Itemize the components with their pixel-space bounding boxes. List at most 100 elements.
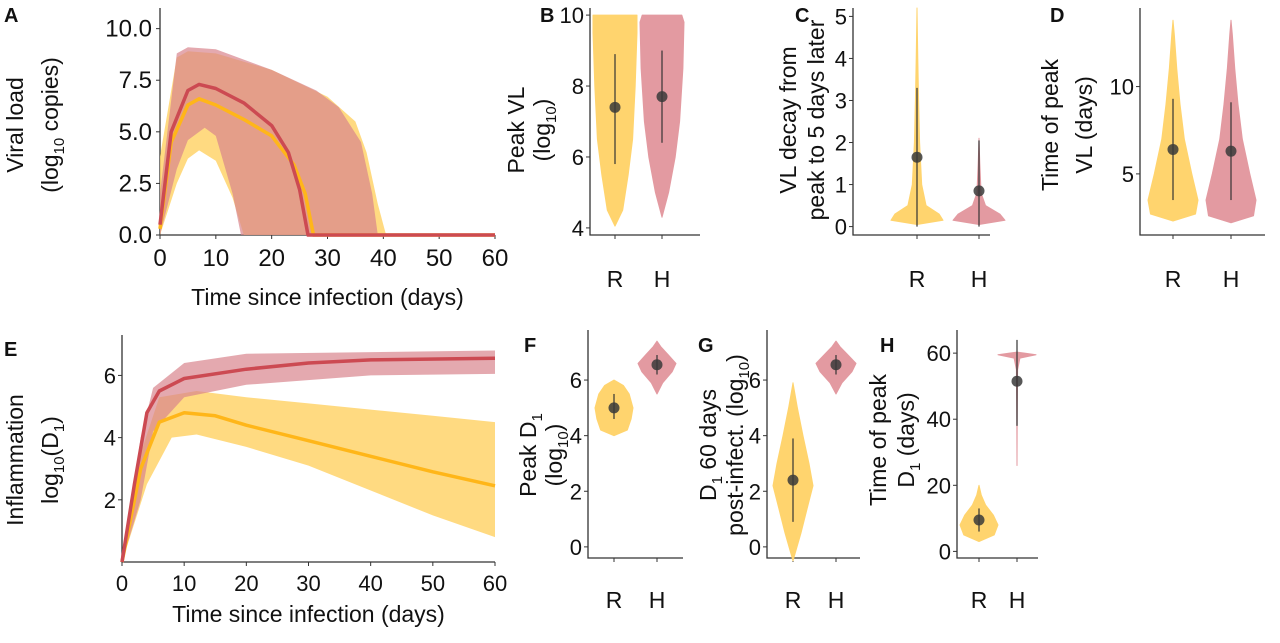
panel-G-ylabel: post-infect. (log10): [722, 354, 753, 536]
y-tick-label: 3: [835, 88, 847, 113]
panel-B: B Peak VL (log10) 4 6 8 10 R H: [503, 3, 700, 292]
y-tick-label: 4: [835, 46, 847, 71]
median-line-R: [120, 410, 496, 563]
panel-D: D Time of peak VL (days) 5 10 R H: [1037, 5, 1265, 292]
median-point-H: [1011, 375, 1023, 387]
band-R: [122, 391, 495, 562]
category-label: H: [654, 266, 671, 292]
y-tick-label: 0: [749, 535, 761, 560]
y-tick-label: 6: [749, 368, 761, 393]
category-label: H: [1223, 266, 1240, 292]
x-tick-label: 20: [258, 245, 285, 272]
y-tick-label: 20: [927, 473, 951, 498]
y-tick-label: 60: [927, 341, 951, 366]
y-tick-label: 7.5: [119, 67, 152, 94]
y-tick-label: 40: [927, 407, 951, 432]
panel-C-ylabel: VL decay from: [775, 46, 801, 193]
median-point-R: [608, 402, 620, 414]
category-label: H: [1009, 587, 1026, 613]
y-tick-label: 2: [835, 131, 847, 156]
y-tick-label: 0: [835, 215, 847, 240]
y-tick-label: 10.0: [105, 16, 152, 43]
panel-letter: D: [1050, 5, 1064, 27]
median-point-H: [830, 359, 842, 371]
y-tick-label: 0: [570, 535, 582, 560]
x-tick-label: 50: [421, 571, 445, 596]
category-label: R: [785, 587, 802, 613]
y-tick-label: 6: [104, 363, 116, 388]
category-label: R: [607, 266, 624, 292]
panel-F-ylabel: (log10): [541, 424, 572, 487]
median-point-R: [787, 474, 799, 486]
category-label: R: [909, 266, 926, 292]
panel-B-ylabel: (log10): [529, 99, 560, 162]
x-tick-label: 10: [172, 571, 196, 596]
panel-letter: F: [524, 335, 536, 357]
y-tick-label: 5: [1122, 162, 1134, 187]
y-tick-label: 2: [749, 479, 761, 504]
panel-C-ylabel: peak to 5 days later: [803, 19, 829, 220]
y-tick-label: 2: [570, 479, 582, 504]
panel-A: A Viral load (log10 copies) 0.0 2.5 5.0 7.5 10.…: [2, 5, 508, 310]
median-point-H: [651, 359, 663, 371]
panel-A-ylabel: Viral load: [2, 77, 28, 172]
panel-letter: E: [4, 339, 17, 361]
y-tick-label: 5: [835, 4, 847, 29]
median-line-H: [158, 82, 495, 237]
panel-D-ylabel: VL (days): [1071, 76, 1097, 174]
y-tick-label: 5.0: [119, 119, 152, 146]
median-line-H: [120, 356, 496, 563]
x-tick-label: 30: [296, 571, 320, 596]
y-tick-label: 10: [560, 3, 584, 28]
category-label: H: [828, 587, 845, 613]
panel-H-ylabel: D1 (days): [893, 392, 924, 487]
y-tick-label: 6: [572, 145, 584, 170]
panel-E-ylabel: log10(D1): [37, 416, 68, 504]
category-label: H: [971, 266, 988, 292]
median-point-R: [911, 151, 923, 163]
y-tick-label: 2: [104, 488, 116, 513]
band-H: [160, 47, 495, 236]
panel-H-ylabel: Time of peak: [865, 373, 891, 506]
panel-letter: A: [4, 5, 18, 27]
x-axis-label: Time since infection (days): [191, 284, 464, 310]
y-tick-label: 6: [570, 368, 582, 393]
panel-E-ylabel: Inflammation: [2, 394, 28, 526]
y-tick-label: 4: [749, 424, 761, 449]
x-tick-label: 40: [370, 245, 397, 272]
median-point-R: [973, 514, 985, 526]
x-tick-label: 30: [314, 245, 341, 272]
category-label: R: [606, 587, 623, 613]
median-point-H: [1225, 145, 1237, 157]
panel-G: G D1 60 days post-infect. (log10)0 2 4 6 R H: [695, 330, 860, 613]
y-tick-label: 10: [1110, 75, 1134, 100]
x-tick-label: 50: [426, 245, 453, 272]
y-tick-label: 4: [104, 426, 116, 451]
x-tick-label: 0: [116, 571, 128, 596]
x-tick-label: 40: [358, 571, 382, 596]
category-label: R: [971, 587, 988, 613]
panel-G-ylabel: D1 60 days: [695, 389, 726, 501]
x-tick-label: 0: [153, 245, 166, 272]
y-tick-label: 4: [572, 216, 584, 241]
y-tick-label: 2.5: [119, 170, 152, 197]
panel-letter: G: [698, 335, 714, 357]
y-tick-label: 4: [570, 424, 582, 449]
panel-F: F Peak D1(log10) 0 2 4 6 R H: [515, 330, 683, 613]
panel-B-ylabel: Peak VL: [503, 86, 529, 173]
y-tick-label: 0.0: [119, 222, 152, 249]
panel-D-ylabel: Time of peak: [1037, 58, 1063, 191]
panel-letter: C: [795, 5, 809, 27]
median-point-R: [609, 101, 621, 113]
band-H: [122, 350, 495, 562]
median-point-R: [1167, 143, 1179, 155]
y-tick-label: 0: [939, 539, 951, 564]
category-label: R: [1165, 266, 1182, 292]
y-tick-label: 8: [572, 74, 584, 99]
median-point-H: [656, 91, 668, 103]
panel-letter: H: [880, 335, 894, 357]
